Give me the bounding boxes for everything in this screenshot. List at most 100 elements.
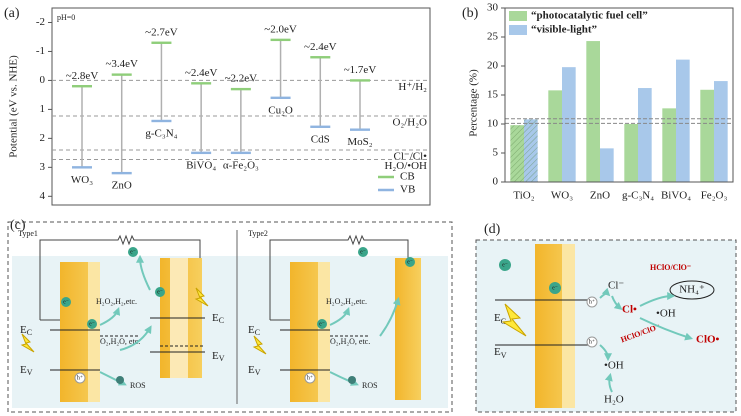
hole-label: h⁺ [307,374,313,381]
redox-label: H⁺/H₂ [398,81,427,93]
tspan: E [248,324,255,336]
electron-label: e⁻ [360,249,366,255]
y-tick-label: 30 [487,2,499,14]
band-edge [310,56,331,59]
band-edge [350,128,370,131]
tspan: C [219,316,224,325]
band-edge [72,166,92,169]
y-tick-label: 20 [487,60,499,72]
band-edge [72,85,92,88]
x-tick-label: TiO₂ [513,190,534,202]
bar [662,108,676,182]
annotation: pH=0 [57,13,75,22]
material-label: g-C₃N₄ [145,128,177,140]
semiconductor [395,258,421,400]
band-edge [111,73,132,76]
circuit-wire [269,234,409,320]
bar [600,148,614,182]
legend-label: VB [400,184,415,196]
band-label: EV [212,350,225,363]
y-tick-label: 0 [40,74,46,86]
light-bolt [501,303,527,337]
gap-label: ~2.8eV [66,70,99,82]
electron-label: e⁻ [157,289,163,295]
y-tick-label: 5 [493,147,499,159]
tspan: V [219,354,225,363]
y-tick-label: 2 [40,132,46,144]
material-label: BiVO₄ [186,159,216,171]
electron-label: e⁻ [63,299,69,305]
electron-label: e⁻ [89,321,95,327]
band-label: EV [248,364,261,377]
panel-frame [475,239,737,413]
material-label: ZnO [112,180,132,192]
x-tick-label: BiVO₄ [661,190,691,202]
y-axis-label: Percentage (%) [468,69,480,137]
panel-label: (a) [4,6,20,21]
bar [700,89,714,182]
material-label: WO₃ [71,174,93,186]
arrow [119,325,152,351]
depletion-layer [562,244,575,408]
band-edge [151,41,172,44]
depletion-layer [318,262,330,402]
arrow [329,307,351,326]
tspan: E [494,312,501,324]
legend-swatch [509,25,527,35]
electron [499,259,511,271]
electron-label: e⁻ [407,259,413,265]
species: HClO/ClO⁻ [650,263,691,272]
species: •OH [604,360,624,372]
panel-label: (d) [484,222,501,237]
bar [714,81,728,182]
y-tick-label: 25 [487,31,499,43]
bar [676,59,690,183]
band-edge [151,119,172,123]
arrow [611,295,623,310]
panel-frame [7,221,453,413]
hole-label: h⁺ [589,338,595,345]
panel-d: (d) EC EV e⁻ e⁻ h⁺ h⁺ Cl⁻ NH₄⁺ HClO/ClO⁻… [475,222,737,413]
band-label: EV [494,346,507,360]
hole [304,372,316,384]
arrow [639,292,676,307]
gap-label: ~2.0eV [264,23,297,35]
type-label: Type1 [18,229,38,238]
arrow [136,254,151,291]
gap-label: ~3.4eV [105,58,138,70]
ros: ROS [362,381,378,390]
y-tick-label: 0 [493,176,499,188]
bar [510,125,524,182]
arrow [639,317,694,341]
legend-label: CB [400,171,415,183]
hole [586,336,598,348]
bar [548,90,562,182]
band-edge [111,171,132,175]
gap-label: ~2.2eV [225,73,258,85]
species: H₂O [604,394,624,406]
products: H₂O₂,H₂,etc. [96,297,137,306]
band-edge [230,151,251,155]
panel-c: (c) Type1 Type2 EC EV EC EV H₂O₂,H₂,etc.… [7,218,453,413]
band-edge [230,87,251,91]
hole-label: h⁺ [77,374,83,381]
chart-b: (b) Percentage (%) 0 5 10 15 20 25 30 TiO₂ WO₃ ZnO g… [462,2,734,202]
bar [624,124,638,182]
electron-label: e⁻ [552,285,558,291]
hole-label: h⁺ [589,298,595,305]
arrow [604,372,613,393]
panel-label: (c) [10,218,26,233]
carriers: e⁻ e⁻ e⁻ e⁻ h⁺ e⁻ e⁻ e⁻ h⁺ [61,247,415,384]
y-tick-label: 3 [40,161,46,173]
tspan: C [501,317,506,326]
band-edge [270,38,291,42]
reactants: O₂,H₂O, etc. [100,337,140,346]
legend-swatch [509,11,527,21]
electron [317,319,327,329]
tspan: E [494,346,501,358]
x-tick-label: ZnO [590,190,610,202]
hole [74,372,86,384]
band-edge [270,96,291,100]
band-edge [191,151,212,155]
